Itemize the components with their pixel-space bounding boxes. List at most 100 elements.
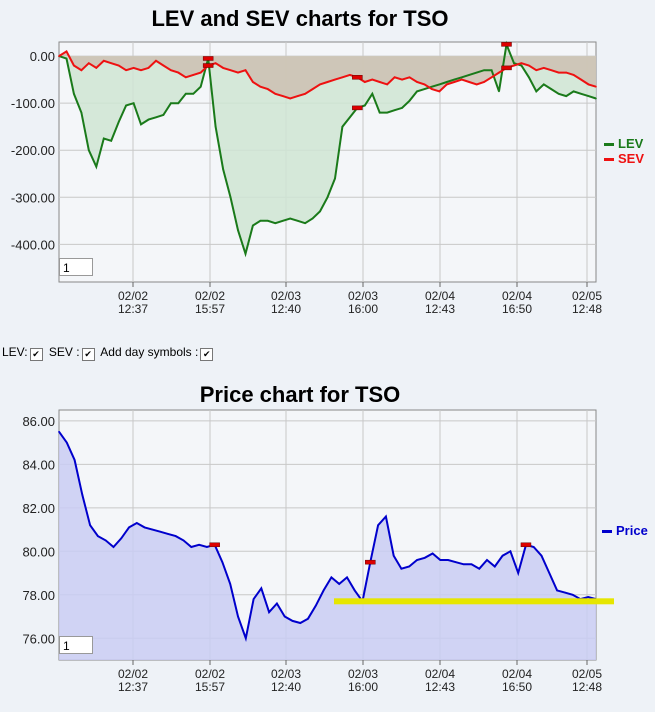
data-point-sev [475, 83, 478, 86]
data-point-lev [393, 109, 396, 111]
x-tick-date: 02/05 [572, 667, 602, 681]
data-point-price [174, 535, 177, 537]
data-point-lev [95, 165, 98, 168]
legend-lev-swatch [604, 143, 614, 147]
x-tick-time: 15:57 [195, 302, 225, 316]
data-point-lev [140, 123, 142, 126]
data-point-sev [513, 64, 515, 67]
data-point-price [447, 559, 449, 561]
data-point-price [424, 557, 426, 559]
x-tick-date: 02/04 [425, 289, 455, 303]
sev-toggle-label: SEV : [48, 345, 80, 359]
lev-chart-title: LEV and SEV charts for TSO [151, 6, 449, 31]
data-point-price [221, 561, 224, 563]
sev-checkbox[interactable]: ✔ [81, 348, 95, 361]
price-plot[interactable]: 86.0084.0082.0080.0078.0076.0002/0212:37… [0, 375, 655, 712]
x-tick-date: 02/04 [502, 289, 532, 303]
data-point-price [548, 572, 551, 574]
data-point-sev [416, 81, 418, 83]
data-point-price [486, 559, 488, 561]
data-point-sev [125, 69, 127, 71]
data-point-price [120, 537, 123, 540]
data-point-price [494, 565, 496, 568]
data-point-lev [177, 102, 180, 104]
legend-lev-label: LEV [618, 136, 644, 151]
data-point-lev [386, 111, 389, 114]
data-point-sev [147, 67, 150, 69]
data-point-sev [117, 64, 120, 67]
x-tick-time: 15:57 [195, 680, 225, 694]
day-symbols-checkbox[interactable]: ✔ [200, 348, 214, 361]
data-point-price [400, 567, 403, 570]
x-tick-time: 12:40 [271, 680, 301, 694]
price-zoom-input[interactable]: 1 [59, 636, 93, 654]
data-point-sev [446, 83, 448, 86]
data-point-sev [304, 93, 306, 95]
data-point-price [509, 550, 512, 553]
data-point-lev [65, 57, 68, 60]
y-tick-label: -400.00 [11, 237, 55, 252]
data-point-lev [364, 104, 366, 107]
legend-price-label: Price [616, 523, 648, 538]
data-point-lev [341, 125, 344, 128]
data-point-price [206, 546, 208, 548]
data-point-lev [408, 100, 411, 102]
data-point-price [540, 554, 543, 557]
data-point-price [97, 535, 99, 537]
data-point-sev [587, 83, 590, 86]
data-point-sev [386, 83, 389, 86]
data-point-lev [483, 69, 485, 71]
data-point-lev [289, 217, 292, 220]
data-point-sev [461, 78, 463, 81]
data-point-lev [371, 93, 374, 95]
data-point-lev [110, 140, 112, 142]
data-point-price [315, 604, 317, 607]
y-tick-label: -100.00 [11, 96, 55, 111]
data-point-lev [155, 116, 157, 119]
data-point-lev [229, 196, 232, 199]
data-point-price [229, 583, 231, 585]
x-tick-time: 12:43 [425, 680, 455, 694]
x-tick-time: 16:00 [348, 680, 378, 694]
x-tick-time: 16:00 [348, 302, 378, 316]
data-point-lev [267, 220, 269, 222]
data-point-sev [580, 78, 582, 81]
day-marker [202, 63, 214, 68]
lev-checkbox[interactable]: ✔ [29, 348, 43, 361]
data-point-lev [580, 93, 582, 95]
data-point-sev [162, 64, 165, 67]
data-point-price [338, 583, 341, 585]
data-point-lev [73, 93, 75, 95]
data-point-sev [572, 74, 575, 76]
x-tick-date: 02/02 [118, 667, 148, 681]
data-point-sev [289, 97, 292, 100]
day-marker [365, 559, 376, 565]
data-point-lev [274, 222, 277, 224]
x-tick-date: 02/03 [348, 289, 378, 303]
x-tick-time: 12:43 [425, 302, 455, 316]
data-point-price [128, 526, 130, 529]
lev-sev-plot[interactable]: 0.00-100.00-200.00-300.00-400.0002/0212:… [0, 0, 655, 320]
data-point-sev [267, 88, 269, 90]
lev-zoom-input[interactable]: 1 [59, 258, 93, 276]
data-point-sev [140, 69, 142, 71]
data-point-lev [185, 93, 187, 95]
data-point-sev [58, 55, 60, 57]
data-point-price [501, 554, 504, 557]
data-point-lev [378, 111, 381, 114]
y-tick-label: 76.00 [22, 631, 55, 646]
data-point-lev [557, 93, 560, 95]
x-tick-date: 02/03 [271, 289, 301, 303]
data-point-price [587, 596, 589, 598]
data-point-lev [475, 71, 478, 74]
x-tick-time: 12:48 [572, 680, 602, 694]
data-point-sev [393, 76, 396, 79]
data-point-lev [461, 76, 463, 79]
data-point-price [73, 459, 76, 461]
lev-toggle-label: LEV: [2, 345, 28, 359]
data-point-sev [274, 93, 277, 95]
data-point-price [252, 598, 255, 600]
day-marker [352, 105, 363, 111]
data-point-sev [520, 62, 523, 64]
data-point-sev [110, 62, 112, 64]
